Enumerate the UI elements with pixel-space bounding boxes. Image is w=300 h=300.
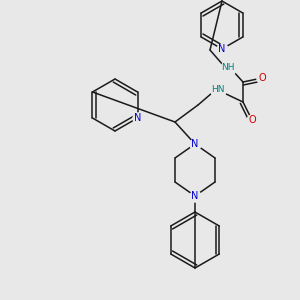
Text: N: N: [218, 44, 226, 54]
Text: N: N: [134, 113, 141, 123]
Text: N: N: [191, 191, 199, 201]
Text: N: N: [191, 139, 199, 149]
Text: NH: NH: [221, 64, 235, 73]
Text: O: O: [258, 73, 266, 83]
Text: HN: HN: [211, 85, 225, 94]
Text: O: O: [248, 115, 256, 125]
